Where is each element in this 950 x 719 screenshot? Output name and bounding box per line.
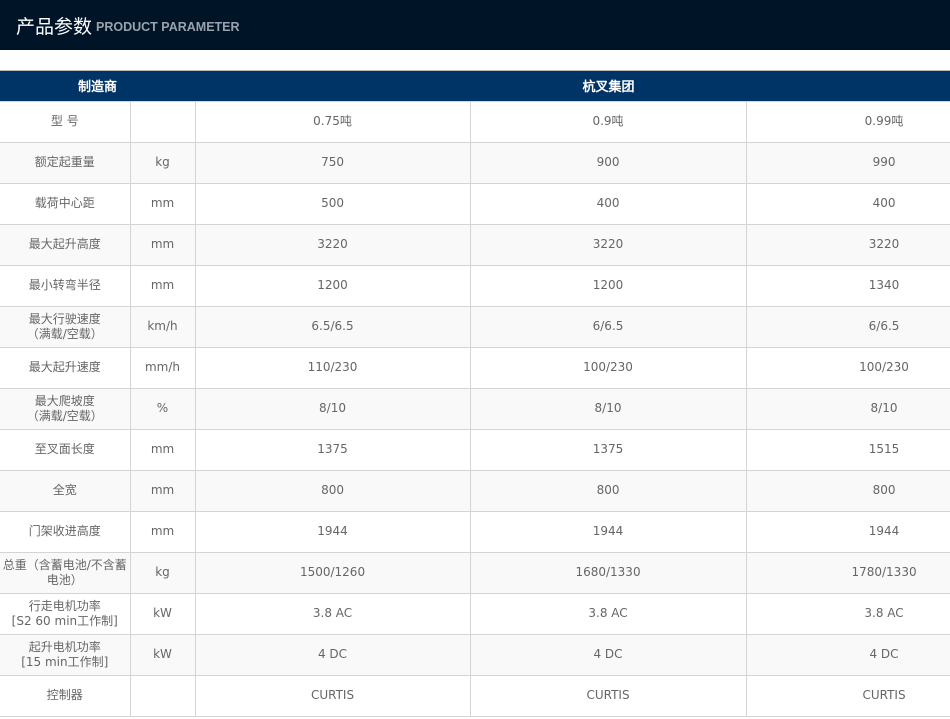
value-cell: 3.8 AC: [469, 592, 747, 635]
value-cell: CURTIS: [194, 674, 471, 717]
table-row: 最大起升速度 mm/h 110/230 100/230 100/230: [0, 346, 950, 389]
row-unit: mm: [129, 182, 196, 225]
table-row: 总重（含蓄电池/不含蓄电池） kg 1500/1260 1680/1330 1780/1…: [0, 551, 950, 594]
value-cell: 3.8 AC: [194, 592, 471, 635]
value-cell: 3220: [194, 223, 471, 266]
row-label: 控制器: [0, 674, 131, 717]
table-row: 至叉面长度 mm 1375 1375 1515: [0, 428, 950, 471]
table-row: 额定起重量 kg 750 900 990: [0, 141, 950, 184]
row-label: 全宽: [0, 469, 131, 512]
row-label: 门架收进高度: [0, 510, 131, 553]
row-label: 型 号: [0, 100, 131, 143]
row-label: 最大爬坡度 （满载/空载）: [0, 387, 131, 430]
value-cell: 1515: [745, 428, 950, 471]
table-row: 控制器 CURTIS CURTIS CURTIS: [0, 674, 950, 717]
row-unit: [129, 674, 196, 717]
value-cell: 4 DC: [745, 633, 950, 676]
row-unit: [129, 100, 196, 143]
parameter-table: 制造商 杭叉集团 型 号 0.75吨 0.9吨 0.99吨 额定起重量 kg 750 900 9…: [0, 71, 950, 717]
value-cell: 1780/1330: [745, 551, 950, 594]
value-cell: 1944: [469, 510, 747, 553]
table-row: 门架收进高度 mm 1944 1944 1944: [0, 510, 950, 553]
value-cell: 6/6.5: [469, 305, 747, 348]
row-label: 最大起升高度: [0, 223, 131, 266]
table-row: 起升电机功率 [15 min工作制] kW 4 DC 4 DC 4 DC: [0, 633, 950, 676]
table-row: 最大爬坡度 （满载/空载）% 8/10 8/10 8/10: [0, 387, 950, 430]
value-cell: 1375: [194, 428, 471, 471]
value-cell: 8/10: [194, 387, 471, 430]
value-cell: 900: [469, 141, 747, 184]
row-unit: mm: [129, 428, 196, 471]
value-cell: 1200: [469, 264, 747, 307]
value-cell: 0.99吨: [745, 100, 950, 143]
table-row: 载荷中心距 mm 500 400 400: [0, 182, 950, 225]
row-label: 最大起升速度: [0, 346, 131, 389]
manufacturer-value: 杭叉集团: [195, 71, 950, 101]
value-cell: 3.8 AC: [745, 592, 950, 635]
value-cell: 8/10: [745, 387, 950, 430]
manufacturer-label: 制造商: [0, 71, 196, 101]
row-unit: kW: [129, 592, 196, 635]
value-cell: 3220: [745, 223, 950, 266]
value-cell: 0.9吨: [469, 100, 747, 143]
row-label: 起升电机功率 [15 min工作制]: [0, 633, 131, 676]
row-label: 额定起重量: [0, 141, 131, 184]
row-unit: mm/h: [129, 346, 196, 389]
value-cell: 4 DC: [194, 633, 471, 676]
row-label: 最大行驶速度 （满载/空载）: [0, 305, 131, 348]
value-cell: 1944: [745, 510, 950, 553]
row-label: 至叉面长度: [0, 428, 131, 471]
table-row: 型 号 0.75吨 0.9吨 0.99吨: [0, 100, 950, 143]
value-cell: 6/6.5: [745, 305, 950, 348]
value-cell: 6.5/6.5: [194, 305, 471, 348]
header-title: 产品参数: [16, 15, 93, 38]
parameter-table-container: 制造商 杭叉集团 型 号 0.75吨 0.9吨 0.99吨 额定起重量 kg 750 900 9…: [0, 70, 950, 717]
value-cell: 750: [194, 141, 471, 184]
value-cell: 100/230: [745, 346, 950, 389]
value-cell: CURTIS: [745, 674, 950, 717]
row-label: 总重（含蓄电池/不含蓄电池）: [0, 551, 131, 594]
value-cell: 800: [745, 469, 950, 512]
row-label: 行走电机功率 [S2 60 min工作制]: [0, 592, 131, 635]
page-header: 产品参数 PRODUCT PARAMETER: [0, 0, 950, 50]
value-cell: 4 DC: [469, 633, 747, 676]
row-label: 载荷中心距: [0, 182, 131, 225]
value-cell: 1340: [745, 264, 950, 307]
value-cell: 1500/1260: [194, 551, 471, 594]
row-unit: mm: [129, 510, 196, 553]
table-row: 全宽 mm 800 800 800: [0, 469, 950, 512]
value-cell: 400: [745, 182, 950, 225]
row-unit: mm: [129, 223, 196, 266]
value-cell: 100/230: [469, 346, 747, 389]
value-cell: 800: [194, 469, 471, 512]
value-cell: 1200: [194, 264, 471, 307]
row-unit: mm: [129, 264, 196, 307]
value-cell: 1680/1330: [469, 551, 747, 594]
value-cell: 8/10: [469, 387, 747, 430]
value-cell: 1375: [469, 428, 747, 471]
row-unit: kg: [129, 141, 196, 184]
value-cell: 1944: [194, 510, 471, 553]
row-label: 最小转弯半径: [0, 264, 131, 307]
table-row: 最小转弯半径 mm 1200 1200 1340: [0, 264, 950, 307]
table-row: 行走电机功率 [S2 60 min工作制] kW 3.8 AC 3.8 AC 3.8 A…: [0, 592, 950, 635]
header-subtitle: PRODUCT PARAMETER: [96, 20, 240, 34]
table-row: 最大起升高度 mm 3220 3220 3220: [0, 223, 950, 266]
value-cell: 0.75吨: [194, 100, 471, 143]
row-unit: %: [129, 387, 196, 430]
value-cell: 800: [469, 469, 747, 512]
value-cell: 3220: [469, 223, 747, 266]
row-unit: kg: [129, 551, 196, 594]
value-cell: CURTIS: [469, 674, 747, 717]
value-cell: 400: [469, 182, 747, 225]
value-cell: 500: [194, 182, 471, 225]
value-cell: 990: [745, 141, 950, 184]
table-row: 最大行驶速度 （满载/空载） km/h 6.5/6.5 6/6.5 6/6.5: [0, 305, 950, 348]
row-unit: kW: [129, 633, 196, 676]
row-unit: km/h: [129, 305, 196, 348]
row-unit: mm: [129, 469, 196, 512]
value-cell: 110/230: [194, 346, 471, 389]
